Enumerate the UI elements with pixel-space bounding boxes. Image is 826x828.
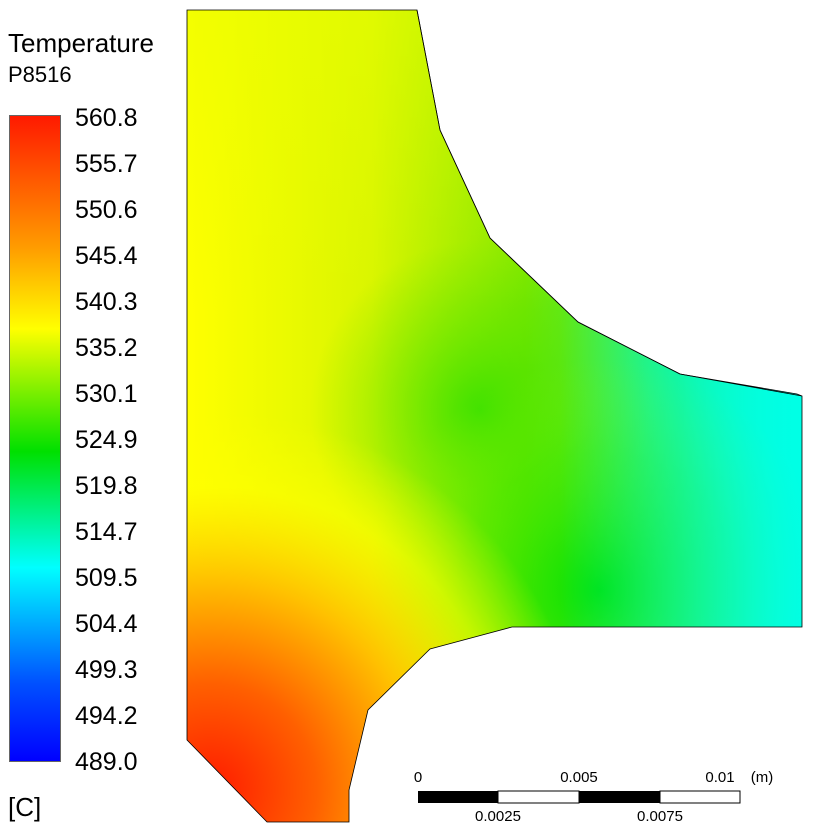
colorbar xyxy=(9,115,61,762)
legend-subtitle: P8516 xyxy=(8,62,72,87)
legend-tick: 545.4 xyxy=(75,242,138,270)
scale-label-top: 0 xyxy=(414,769,422,786)
legend-tick: 524.9 xyxy=(75,426,138,454)
scale-segment xyxy=(497,790,580,804)
legend-tick: 550.6 xyxy=(75,196,138,224)
legend-tick: 489.0 xyxy=(75,748,138,776)
legend-tick: 519.8 xyxy=(75,472,138,500)
legend-tick: 494.2 xyxy=(75,702,138,730)
legend-tick: 555.7 xyxy=(75,150,138,178)
scale-segment xyxy=(579,791,660,803)
scale-label-top: 0.005 xyxy=(560,769,598,786)
legend-tick: 530.1 xyxy=(75,380,138,408)
interface-boundary xyxy=(416,9,803,397)
contour-field xyxy=(187,10,802,822)
legend-tick: 540.3 xyxy=(75,288,138,316)
legend-unit: [C] xyxy=(8,792,42,822)
scale-unit: (m) xyxy=(751,769,774,786)
scale-segment xyxy=(659,790,741,804)
scale-label-bottom: 0.0025 xyxy=(475,808,521,825)
legend-tick: 535.2 xyxy=(75,334,138,362)
legend-tick: 560.8 xyxy=(75,104,138,132)
legend-tick: 499.3 xyxy=(75,656,138,684)
legend-tick: 514.7 xyxy=(75,518,138,546)
legend-title: Temperature xyxy=(8,28,154,58)
legend-tick: 509.5 xyxy=(75,564,138,592)
legend-tick: 504.4 xyxy=(75,610,138,638)
scale-label-bottom: 0.0075 xyxy=(637,808,683,825)
scale-bar: 0 0.005 0.01 (m) 0.0025 0.0075 xyxy=(414,769,773,825)
scale-label-top: 0.01 xyxy=(705,769,734,786)
scale-segment xyxy=(418,791,498,803)
